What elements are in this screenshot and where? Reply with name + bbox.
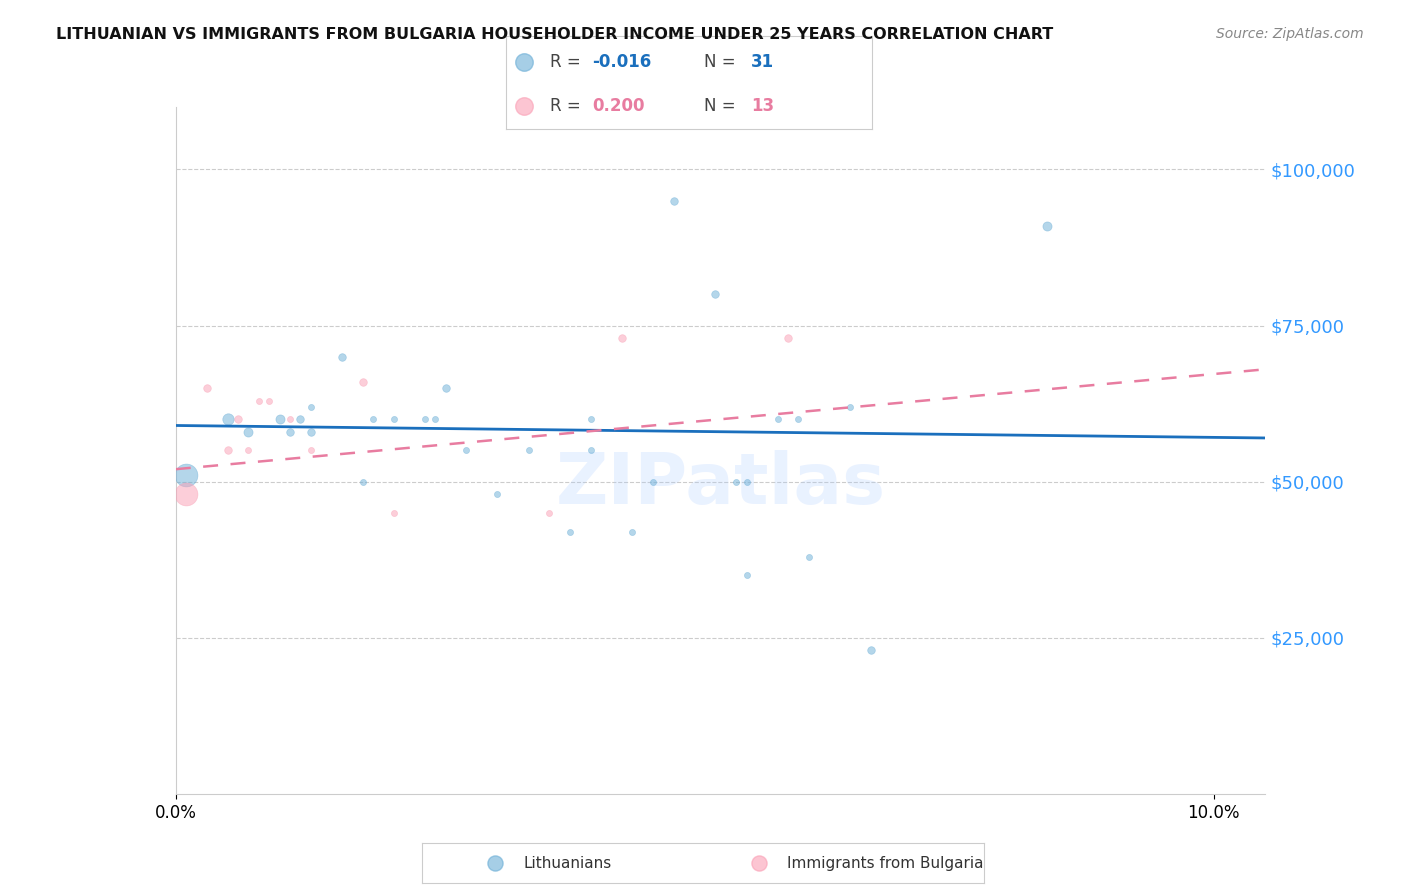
Text: Immigrants from Bulgaria: Immigrants from Bulgaria [787, 855, 984, 871]
Point [558, 524, 581, 539]
Point [217, 443, 239, 458]
Point [299, 425, 322, 439]
Point [1036, 219, 1059, 233]
Point [662, 194, 685, 208]
Text: R =: R = [550, 53, 586, 70]
Point [278, 412, 301, 426]
Point [735, 475, 758, 489]
Point [860, 643, 883, 657]
Point [748, 856, 770, 871]
Point [299, 400, 322, 414]
Text: N =: N = [703, 97, 741, 115]
Point [425, 412, 447, 426]
Point [361, 412, 384, 426]
Text: ZIPatlas: ZIPatlas [555, 450, 886, 519]
Point [217, 412, 239, 426]
Text: R =: R = [550, 97, 586, 115]
Point [513, 99, 536, 113]
Point [517, 443, 540, 458]
Point [382, 506, 405, 520]
Text: -0.016: -0.016 [592, 53, 651, 70]
Text: Lithuanians: Lithuanians [523, 855, 612, 871]
Point [352, 475, 374, 489]
Point [299, 443, 322, 458]
Point [839, 400, 862, 414]
Point [238, 443, 260, 458]
Point [776, 331, 799, 345]
Point [735, 568, 758, 582]
Point [195, 381, 218, 395]
Point [513, 54, 536, 69]
Point [621, 524, 644, 539]
Point [352, 375, 374, 389]
Text: 0.200: 0.200 [592, 97, 644, 115]
Point [725, 475, 748, 489]
Point [174, 468, 197, 483]
Point [174, 487, 197, 501]
Point [226, 412, 249, 426]
Point [484, 856, 506, 871]
Text: Source: ZipAtlas.com: Source: ZipAtlas.com [1216, 27, 1364, 41]
Point [456, 443, 478, 458]
Point [413, 412, 436, 426]
Point [643, 475, 665, 489]
Point [579, 412, 602, 426]
Point [382, 412, 405, 426]
Point [290, 412, 312, 426]
Point [787, 412, 810, 426]
Point [579, 443, 602, 458]
Point [486, 487, 509, 501]
Point [766, 412, 789, 426]
Point [269, 412, 291, 426]
Text: N =: N = [703, 53, 741, 70]
Point [434, 381, 457, 395]
Point [247, 393, 270, 408]
Text: LITHUANIAN VS IMMIGRANTS FROM BULGARIA HOUSEHOLDER INCOME UNDER 25 YEARS CORRELA: LITHUANIAN VS IMMIGRANTS FROM BULGARIA H… [56, 27, 1053, 42]
Point [610, 331, 633, 345]
Text: 31: 31 [751, 53, 775, 70]
Point [238, 425, 260, 439]
Point [257, 393, 280, 408]
Point [797, 549, 820, 564]
Point [330, 350, 353, 364]
Point [704, 287, 727, 301]
Text: 13: 13 [751, 97, 775, 115]
Point [278, 425, 301, 439]
Point [538, 506, 561, 520]
